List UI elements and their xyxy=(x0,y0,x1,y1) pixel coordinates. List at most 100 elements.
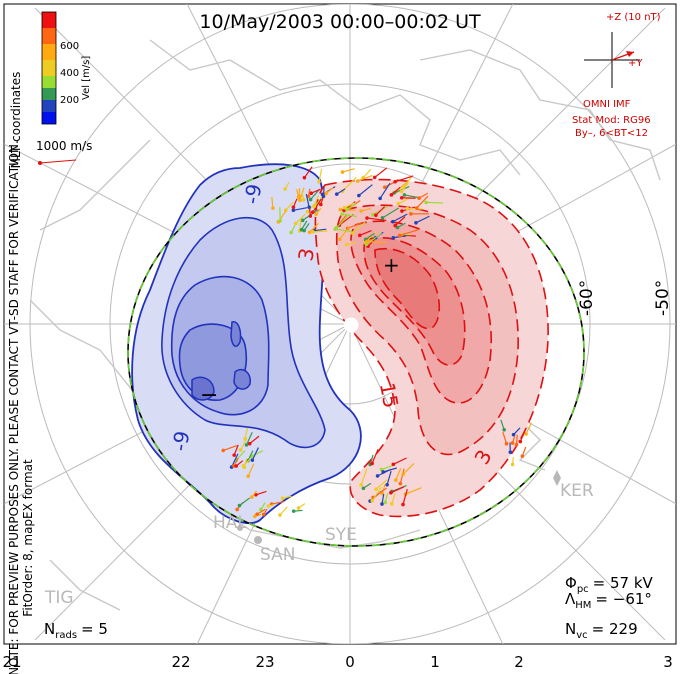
velocity-vector xyxy=(347,222,362,229)
velocity-vector-origin xyxy=(389,502,394,506)
velocity-color-scale: 600 400 200 Vel [m/s] xyxy=(41,11,92,125)
velocity-vector xyxy=(399,229,419,236)
imf-source: OMNI IMF xyxy=(583,99,631,110)
mlt-tick-3: 3 xyxy=(663,653,673,671)
mlt-tick-1: 1 xyxy=(430,653,440,671)
velocity-vector xyxy=(233,444,239,456)
velocity-vector-origin xyxy=(399,195,404,200)
mlt-axis: 21 22 23 0 1 2 3 xyxy=(2,653,672,671)
velocity-vector-origin xyxy=(243,436,247,441)
station-labels: KER HAL SAN SYE TIG xyxy=(44,470,594,608)
velocity-vector xyxy=(318,168,323,182)
velocity-vector-origin xyxy=(385,482,389,487)
station-tig: TIG xyxy=(44,588,74,608)
velocity-vector-origin xyxy=(344,242,349,247)
stat-model-bins: By–, 6<BT<12 xyxy=(575,128,648,139)
velocity-vector-origin xyxy=(296,506,301,510)
velocity-vector-origin xyxy=(283,187,287,191)
velocity-vector xyxy=(312,230,328,233)
station-ker-marker xyxy=(553,470,561,486)
velocity-vector xyxy=(393,457,407,465)
velocity-vector-origin xyxy=(370,461,374,466)
velocity-vector-origin xyxy=(399,189,404,194)
velocity-vector xyxy=(247,463,255,477)
velocity-vector xyxy=(249,435,260,445)
mlt-tick-21: 21 xyxy=(2,653,21,671)
velocity-vector xyxy=(405,487,422,495)
velocity-vector-origin xyxy=(389,193,394,197)
velocity-vector-origin xyxy=(393,478,398,482)
velocity-vector-origin xyxy=(510,441,515,445)
velocity-vector-origin xyxy=(382,185,387,189)
velocity-vector-origin xyxy=(266,504,271,508)
velocity-vector xyxy=(404,194,421,199)
velocity-vector-origin xyxy=(307,230,312,235)
velocity-vector-origin xyxy=(250,458,255,462)
velocity-vector-origin xyxy=(318,202,323,207)
station-san: SAN xyxy=(260,545,295,565)
velocity-vector xyxy=(519,431,526,442)
contour-label-neg-top: -9 xyxy=(239,182,266,206)
velocity-vector xyxy=(352,221,366,234)
station-sye: SYE xyxy=(325,525,357,545)
velocity-vector xyxy=(271,500,285,505)
velocity-vector xyxy=(375,479,388,490)
velocity-vector-origin xyxy=(391,219,395,224)
velocity-vector xyxy=(335,228,354,233)
velocity-vector-origin xyxy=(278,219,282,223)
velocity-vector xyxy=(285,201,294,211)
velocity-vector xyxy=(312,198,322,213)
velocity-vector-origin xyxy=(238,448,243,452)
velocity-vector xyxy=(371,486,382,502)
velocity-vector-origin xyxy=(396,201,401,206)
velocity-vector-origin xyxy=(402,193,407,197)
velocity-vector-origin xyxy=(401,472,405,476)
radar-count: Nrads = 5 xyxy=(44,620,108,641)
velocity-vector xyxy=(402,489,408,505)
velocity-vector xyxy=(335,213,350,229)
velocity-vector xyxy=(357,174,373,182)
velocity-vector-origin xyxy=(342,205,347,210)
station-hal: HAL xyxy=(213,513,247,533)
velocity-vector xyxy=(374,167,388,178)
velocity-vector-origin xyxy=(417,196,421,200)
velocity-vector xyxy=(359,230,372,236)
velocity-vector-origin xyxy=(308,197,313,202)
velocity-vector-origin xyxy=(291,205,296,209)
velocity-vector xyxy=(393,234,410,239)
velocity-vector xyxy=(240,438,248,451)
preview-note: NOTE: FOR PREVIEW PURPOSES ONLY. PLEASE … xyxy=(7,140,21,674)
velocity-vector-origin xyxy=(409,212,413,216)
velocity-vector xyxy=(399,468,405,484)
velocity-vector-origin xyxy=(520,454,525,458)
velocity-vector-origin xyxy=(311,230,315,234)
velocity-vector xyxy=(358,184,373,196)
velocity-vector-origin xyxy=(338,207,343,212)
velocity-vector-origin xyxy=(221,448,226,453)
velocity-vector-origin xyxy=(356,179,360,183)
velocity-vector xyxy=(255,490,267,496)
velocity-vector-origin xyxy=(510,462,515,467)
velocity-vector xyxy=(360,468,368,486)
velocity-vector-origin xyxy=(302,175,307,180)
velocity-vector-origin xyxy=(364,242,369,247)
velocity-vector-origin xyxy=(361,486,366,491)
velocity-vector xyxy=(342,168,355,173)
velocity-vector xyxy=(502,431,508,444)
velocity-vector-origin xyxy=(235,507,239,512)
velocity-vector-origin xyxy=(289,230,293,235)
velocity-vector-origin xyxy=(359,483,363,487)
velocity-vector-origin xyxy=(502,428,506,432)
velocity-vector-origin xyxy=(508,450,513,454)
velocity-vector xyxy=(223,445,238,451)
positive-cell xyxy=(314,178,549,518)
velocity-vector xyxy=(339,226,350,240)
velocity-vector-origin xyxy=(253,514,257,519)
velocity-vector-origin xyxy=(334,192,339,196)
velocity-vector xyxy=(391,493,396,505)
velocity-vector-origin xyxy=(389,490,393,495)
contour-label-neg-bottom: -9 xyxy=(167,429,194,453)
velocity-vector xyxy=(416,195,429,209)
contour-label-pos-top: 3 xyxy=(293,246,319,263)
velocity-vector xyxy=(239,497,251,507)
